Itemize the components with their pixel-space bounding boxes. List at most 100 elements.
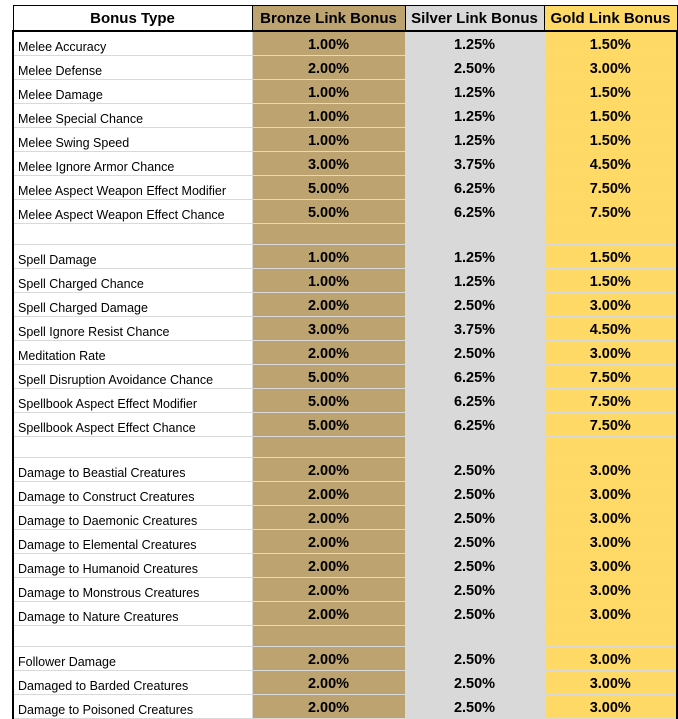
bronze-bonus-cell[interactable]: 2.00% bbox=[251, 669, 406, 695]
bronze-bonus-cell[interactable]: 2.00% bbox=[251, 339, 406, 365]
silver-bonus-cell[interactable]: 2.50% bbox=[404, 504, 545, 530]
gold-bonus-cell[interactable]: 3.00% bbox=[543, 54, 678, 80]
bonus-type-cell[interactable]: Spellbook Aspect Effect Chance bbox=[12, 411, 253, 437]
gold-bonus-cell[interactable]: 3.00% bbox=[543, 504, 678, 530]
blank-cell[interactable] bbox=[251, 435, 406, 458]
blank-cell[interactable] bbox=[12, 435, 253, 458]
bronze-bonus-cell[interactable]: 2.00% bbox=[251, 504, 406, 530]
bonus-type-cell[interactable]: Damage to Construct Creatures bbox=[12, 480, 253, 506]
blank-cell[interactable] bbox=[404, 624, 545, 647]
silver-bonus-cell[interactable]: 1.25% bbox=[404, 102, 545, 128]
bronze-bonus-cell[interactable]: 1.00% bbox=[251, 243, 406, 269]
gold-bonus-cell[interactable]: 3.00% bbox=[543, 576, 678, 602]
bronze-bonus-cell[interactable]: 2.00% bbox=[251, 291, 406, 317]
bronze-bonus-cell[interactable]: 3.00% bbox=[251, 315, 406, 341]
silver-bonus-cell[interactable]: 2.50% bbox=[404, 576, 545, 602]
bronze-bonus-cell[interactable]: 1.00% bbox=[251, 30, 406, 56]
bonus-type-cell[interactable]: Damage to Monstrous Creatures bbox=[12, 576, 253, 602]
bonus-type-cell[interactable]: Damage to Daemonic Creatures bbox=[12, 504, 253, 530]
bronze-bonus-cell[interactable]: 5.00% bbox=[251, 387, 406, 413]
gold-bonus-cell[interactable]: 3.00% bbox=[543, 339, 678, 365]
silver-bonus-cell[interactable]: 2.50% bbox=[404, 54, 545, 80]
gold-bonus-cell[interactable]: 3.00% bbox=[543, 528, 678, 554]
gold-bonus-cell[interactable]: 7.50% bbox=[543, 363, 678, 389]
gold-bonus-cell[interactable]: 1.50% bbox=[543, 102, 678, 128]
blank-cell[interactable] bbox=[543, 435, 678, 458]
bonus-type-cell[interactable]: Damage to Nature Creatures bbox=[12, 600, 253, 626]
bronze-bonus-cell[interactable]: 5.00% bbox=[251, 363, 406, 389]
silver-bonus-cell[interactable]: 6.25% bbox=[404, 198, 545, 224]
gold-bonus-cell[interactable]: 1.50% bbox=[543, 243, 678, 269]
bonus-type-cell[interactable]: Spellbook Aspect Effect Modifier bbox=[12, 387, 253, 413]
silver-bonus-cell[interactable]: 2.50% bbox=[404, 600, 545, 626]
bonus-type-cell[interactable]: Melee Swing Speed bbox=[12, 126, 253, 152]
bonus-type-cell[interactable]: Damage to Humanoid Creatures bbox=[12, 552, 253, 578]
blank-cell[interactable] bbox=[12, 624, 253, 647]
silver-bonus-cell[interactable]: 2.50% bbox=[404, 645, 545, 671]
bronze-bonus-cell[interactable]: 2.00% bbox=[251, 480, 406, 506]
silver-bonus-cell[interactable]: 1.25% bbox=[404, 243, 545, 269]
bonus-type-cell[interactable]: Spell Charged Damage bbox=[12, 291, 253, 317]
bonus-type-cell[interactable]: Damaged to Barded Creatures bbox=[12, 669, 253, 695]
silver-bonus-cell[interactable]: 1.25% bbox=[404, 126, 545, 152]
bonus-type-cell[interactable]: Spell Charged Chance bbox=[12, 267, 253, 293]
bronze-bonus-cell[interactable]: 2.00% bbox=[251, 456, 406, 482]
gold-bonus-cell[interactable]: 3.00% bbox=[543, 456, 678, 482]
bonus-type-cell[interactable]: Melee Defense bbox=[12, 54, 253, 80]
blank-cell[interactable] bbox=[543, 624, 678, 647]
gold-bonus-cell[interactable]: 3.00% bbox=[543, 291, 678, 317]
silver-bonus-cell[interactable]: 1.25% bbox=[404, 267, 545, 293]
bonus-type-cell[interactable]: Follower Damage bbox=[12, 645, 253, 671]
bronze-bonus-cell[interactable]: 1.00% bbox=[251, 126, 406, 152]
bronze-bonus-cell[interactable]: 1.00% bbox=[251, 78, 406, 104]
header-silver-link-bonus[interactable]: Silver Link Bonus bbox=[404, 5, 545, 32]
bonus-type-cell[interactable]: Melee Ignore Armor Chance bbox=[12, 150, 253, 176]
gold-bonus-cell[interactable]: 7.50% bbox=[543, 411, 678, 437]
gold-bonus-cell[interactable]: 1.50% bbox=[543, 30, 678, 56]
bonus-type-cell[interactable]: Melee Special Chance bbox=[12, 102, 253, 128]
silver-bonus-cell[interactable]: 2.50% bbox=[404, 291, 545, 317]
bonus-type-cell[interactable]: Damage to Poisoned Creatures bbox=[12, 693, 253, 719]
gold-bonus-cell[interactable]: 3.00% bbox=[543, 645, 678, 671]
bronze-bonus-cell[interactable]: 2.00% bbox=[251, 645, 406, 671]
bonus-type-cell[interactable]: Damage to Elemental Creatures bbox=[12, 528, 253, 554]
bonus-type-cell[interactable]: Damage to Beastial Creatures bbox=[12, 456, 253, 482]
bonus-type-cell[interactable]: Melee Aspect Weapon Effect Modifier bbox=[12, 174, 253, 200]
silver-bonus-cell[interactable]: 2.50% bbox=[404, 552, 545, 578]
silver-bonus-cell[interactable]: 2.50% bbox=[404, 339, 545, 365]
blank-cell[interactable] bbox=[251, 624, 406, 647]
gold-bonus-cell[interactable]: 1.50% bbox=[543, 78, 678, 104]
bronze-bonus-cell[interactable]: 3.00% bbox=[251, 150, 406, 176]
silver-bonus-cell[interactable]: 2.50% bbox=[404, 456, 545, 482]
bonus-type-cell[interactable]: Spell Damage bbox=[12, 243, 253, 269]
bonus-type-cell[interactable]: Melee Accuracy bbox=[12, 30, 253, 56]
bronze-bonus-cell[interactable]: 5.00% bbox=[251, 174, 406, 200]
silver-bonus-cell[interactable]: 3.75% bbox=[404, 150, 545, 176]
silver-bonus-cell[interactable]: 2.50% bbox=[404, 528, 545, 554]
silver-bonus-cell[interactable]: 1.25% bbox=[404, 78, 545, 104]
bronze-bonus-cell[interactable]: 2.00% bbox=[251, 552, 406, 578]
bonus-type-cell[interactable]: Spell Disruption Avoidance Chance bbox=[12, 363, 253, 389]
bonus-type-cell[interactable]: Melee Damage bbox=[12, 78, 253, 104]
gold-bonus-cell[interactable]: 1.50% bbox=[543, 267, 678, 293]
gold-bonus-cell[interactable]: 3.00% bbox=[543, 669, 678, 695]
blank-cell[interactable] bbox=[12, 222, 253, 245]
gold-bonus-cell[interactable]: 3.00% bbox=[543, 600, 678, 626]
bonus-type-cell[interactable]: Melee Aspect Weapon Effect Chance bbox=[12, 198, 253, 224]
silver-bonus-cell[interactable]: 6.25% bbox=[404, 174, 545, 200]
silver-bonus-cell[interactable]: 1.25% bbox=[404, 30, 545, 56]
bronze-bonus-cell[interactable]: 5.00% bbox=[251, 411, 406, 437]
bronze-bonus-cell[interactable]: 2.00% bbox=[251, 693, 406, 719]
blank-cell[interactable] bbox=[543, 222, 678, 245]
bronze-bonus-cell[interactable]: 5.00% bbox=[251, 198, 406, 224]
bronze-bonus-cell[interactable]: 2.00% bbox=[251, 600, 406, 626]
header-bonus-type[interactable]: Bonus Type bbox=[12, 5, 253, 32]
silver-bonus-cell[interactable]: 2.50% bbox=[404, 669, 545, 695]
bronze-bonus-cell[interactable]: 1.00% bbox=[251, 102, 406, 128]
header-bronze-link-bonus[interactable]: Bronze Link Bonus bbox=[251, 5, 406, 32]
silver-bonus-cell[interactable]: 2.50% bbox=[404, 480, 545, 506]
gold-bonus-cell[interactable]: 3.00% bbox=[543, 693, 678, 719]
gold-bonus-cell[interactable]: 4.50% bbox=[543, 315, 678, 341]
bonus-type-cell[interactable]: Spell Ignore Resist Chance bbox=[12, 315, 253, 341]
silver-bonus-cell[interactable]: 6.25% bbox=[404, 387, 545, 413]
